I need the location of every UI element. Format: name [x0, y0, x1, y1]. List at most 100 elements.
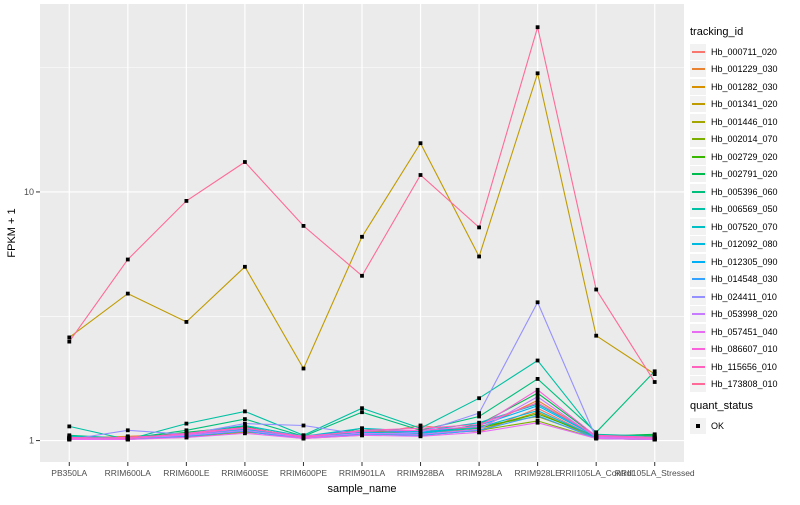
data-point — [477, 254, 481, 259]
data-point — [301, 224, 306, 228]
data-point — [67, 424, 72, 429]
data-point — [535, 387, 540, 392]
data-point — [594, 430, 599, 435]
legend-key — [690, 417, 706, 434]
data-point — [67, 339, 72, 344]
data-point — [243, 160, 247, 164]
data-point — [535, 400, 540, 405]
legend-key — [690, 306, 706, 323]
legend-key — [690, 113, 706, 130]
x-tick-label: RRIM600SE — [221, 468, 269, 478]
x-tick-label: RRIM600PE — [280, 468, 328, 478]
legend-item-label: Hb_173808_010 — [711, 379, 778, 390]
legend-key — [690, 61, 706, 78]
legend-item: Hb_115656_010 — [690, 358, 778, 376]
legend-key — [690, 218, 706, 235]
data-point — [594, 433, 599, 438]
series-line-icon — [691, 103, 705, 106]
legend-item: Hb_001282_030 — [690, 78, 778, 96]
data-point — [243, 428, 247, 433]
data-point — [360, 234, 364, 239]
legend-key — [690, 323, 706, 340]
data-point — [243, 409, 247, 414]
data-point — [477, 396, 481, 401]
series-line-icon — [691, 383, 705, 386]
legend-item: Hb_086607_010 — [690, 341, 778, 359]
data-point — [360, 433, 364, 438]
legend-item-label: Hb_006569_050 — [711, 204, 778, 215]
data-point — [535, 391, 540, 396]
data-point — [594, 333, 599, 338]
legend-item: Hb_006569_050 — [690, 201, 778, 219]
legend-key — [690, 183, 706, 200]
data-point — [360, 428, 364, 433]
legend-item-label: Hb_002791_020 — [711, 169, 778, 180]
data-point — [184, 421, 189, 426]
data-point — [243, 425, 247, 430]
legend-item-label: Hb_012305_090 — [711, 256, 778, 267]
series-line-icon — [691, 278, 705, 281]
data-point — [594, 287, 599, 292]
legend-item-label: Hb_086607_010 — [711, 344, 778, 355]
data-point — [243, 431, 247, 436]
data-point — [477, 411, 481, 415]
data-point — [418, 173, 423, 177]
series-line-icon — [691, 365, 705, 368]
series-line-icon — [691, 208, 705, 211]
series-line-icon — [691, 138, 705, 141]
data-point — [418, 426, 423, 431]
x-tick-label: PB350LA — [51, 468, 87, 478]
data-point — [301, 423, 306, 428]
data-point — [184, 435, 189, 440]
data-point — [418, 434, 423, 439]
legend-item: Hb_001229_030 — [690, 61, 778, 79]
legend-item-label: Hb_115656_010 — [711, 361, 777, 372]
legend-item: Hb_014548_030 — [690, 271, 778, 289]
data-point — [594, 436, 599, 441]
series-line-icon — [691, 50, 705, 53]
x-tick-label: RRIM928LE — [514, 468, 561, 478]
legend-key — [690, 376, 706, 393]
legend-item: Hb_057451_040 — [690, 323, 778, 341]
data-point — [535, 394, 540, 399]
legend-item-label: Hb_002014_070 — [711, 134, 778, 145]
series-line-icon — [691, 190, 705, 193]
data-point — [652, 380, 657, 384]
data-point — [360, 406, 364, 411]
legend-key — [690, 96, 706, 113]
series-line-icon — [691, 120, 705, 123]
data-point — [184, 320, 189, 324]
data-point — [652, 369, 657, 374]
data-point — [184, 431, 189, 436]
data-point — [360, 426, 364, 431]
legend-key — [690, 148, 706, 165]
series-line-icon — [691, 225, 705, 228]
legend-item-label: Hb_001282_030 — [711, 81, 778, 92]
data-point — [418, 423, 423, 428]
data-point — [652, 372, 657, 376]
legend-key — [690, 166, 706, 183]
legend-item-label: Hb_001341_020 — [711, 99, 778, 110]
series-line-icon — [691, 173, 705, 176]
legend-key — [690, 43, 706, 60]
legend-title: tracking_id — [690, 26, 744, 38]
legend-key — [690, 131, 706, 148]
data-point — [477, 414, 481, 419]
legend-item-label: Hb_002729_020 — [711, 151, 778, 162]
legend-quant-status: quant_status OK — [690, 400, 753, 435]
data-point — [535, 408, 540, 413]
data-point — [360, 431, 364, 436]
data-point — [535, 300, 540, 305]
data-point — [67, 335, 72, 340]
data-point — [535, 403, 540, 408]
legend-tracking-id: tracking_id Hb_000711_020 Hb_001229_030 Hb… — [690, 26, 778, 393]
legend-item: Hb_001446_010 — [690, 113, 778, 131]
data-point — [418, 141, 423, 146]
data-point — [535, 358, 540, 363]
legend-items: Hb_000711_020 Hb_001229_030 Hb_001282_030 H… — [690, 43, 778, 393]
legend-item-label: Hb_012092_080 — [711, 239, 778, 250]
x-tick-label: RRII105LA_Stressed — [615, 468, 695, 478]
legend-item: Hb_002014_070 — [690, 131, 778, 149]
legend-item-label: Hb_024411_010 — [711, 291, 777, 302]
